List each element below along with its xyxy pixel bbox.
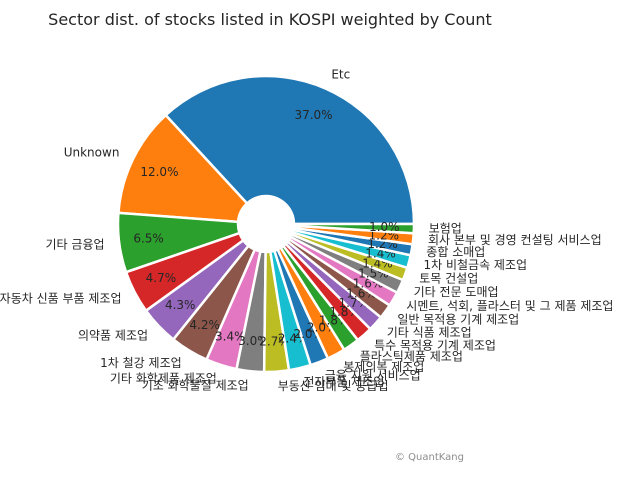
slice-category-label-13: 특수 목적용 기계 제조업 (374, 338, 496, 352)
slice-category-label-7: 기초 화학물질 제조업 (142, 378, 249, 392)
slice-category-label-14: 기타 식품 제조업 (387, 326, 472, 340)
slice-pct-label-3: 4.7% (146, 271, 177, 285)
slice-category-label-6: 기타 화학제품 제조업 (110, 372, 217, 386)
slice-category-label-9: 전자부품 제조업 (303, 375, 384, 389)
slice-pct-label-5: 4.2% (189, 318, 220, 332)
slice-category-label-22: 보험업 (429, 222, 462, 236)
slice-category-label-16: 시멘트, 석회, 플라스터 및 그 제품 제조업 (406, 299, 613, 313)
slice-category-label-21: 회사 본부 및 경영 컨설팅 서비스업 (428, 233, 602, 247)
slice-category-label-12: 플라스틱제품 제조업 (360, 350, 463, 364)
slice-pct-label-2: 6.5% (133, 232, 164, 246)
slice-pct-label-6: 3.4% (215, 329, 246, 343)
slice-category-label-11: 봉제의복 제조업 (343, 360, 424, 374)
chart-title: Sector dist. of stocks listed in KOSPI w… (48, 10, 492, 29)
pie-slice-1 (117, 113, 249, 224)
slice-pct-label-4: 4.3% (165, 298, 196, 312)
slice-category-label-10: 금융 지원 서비스업 (325, 368, 421, 382)
slice-category-label-2: 기타 금융업 (46, 237, 105, 251)
slice-category-label-18: 토목 건설업 (419, 271, 478, 285)
slice-pct-label-7: 3.0% (238, 334, 269, 348)
slice-category-label-17: 기타 전문 도매업 (414, 285, 499, 299)
slice-category-label-1: Unknown (64, 146, 120, 160)
slice-category-label-0: Etc (331, 67, 350, 81)
slice-category-label-19: 1차 비철금속 제조업 (423, 258, 527, 272)
watermark: © QuantKang (395, 452, 464, 463)
slice-pct-label-22: 1.0% (369, 220, 400, 234)
pie-slice-0 (163, 74, 416, 226)
slice-category-label-5: 1차 철강 제조업 (100, 356, 182, 370)
slice-pct-label-1: 12.0% (140, 165, 178, 179)
slice-category-label-15: 일반 목적용 기계 제조업 (397, 313, 519, 327)
slice-pct-label-0: 37.0% (294, 108, 332, 122)
slice-category-label-8: 부동산 임대 및 공급업 (278, 379, 389, 393)
slice-category-label-4: 의약품 제조업 (78, 328, 148, 343)
slice-category-label-3: 자동차 신품 부품 제조업 (0, 291, 122, 305)
slice-pct-label-8: 2.7% (259, 335, 290, 349)
pie-slice-22 (292, 222, 416, 235)
slice-category-label-20: 종합 소매업 (426, 245, 485, 259)
